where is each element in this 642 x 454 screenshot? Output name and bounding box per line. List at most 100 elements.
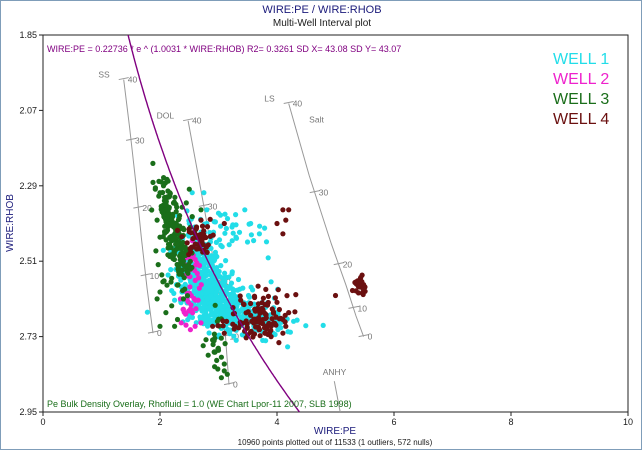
data-point <box>303 323 309 329</box>
data-point <box>163 222 169 229</box>
chart-subtitle: Multi-Well Interval plot <box>273 18 371 29</box>
lithology-line-ls <box>288 103 365 337</box>
lithology-label-dol: DOL <box>157 111 175 121</box>
data-point <box>263 239 270 245</box>
data-point <box>360 286 366 292</box>
data-point <box>352 279 358 286</box>
data-point <box>207 233 213 239</box>
data-point <box>221 220 227 227</box>
data-point <box>174 227 181 233</box>
data-point <box>332 292 339 299</box>
data-point <box>280 330 286 336</box>
data-point <box>201 260 207 267</box>
data-point <box>248 220 254 227</box>
data-point <box>204 289 210 295</box>
data-point <box>221 361 227 367</box>
legend-entry-well-1: WELL 1 <box>553 51 609 68</box>
data-point <box>263 338 269 344</box>
data-point <box>213 289 220 295</box>
data-point <box>157 323 163 329</box>
data-point <box>204 296 210 302</box>
data-point <box>178 320 184 326</box>
data-point <box>224 371 230 377</box>
data-point <box>174 316 181 323</box>
data-point <box>223 225 229 232</box>
data-point <box>149 207 155 213</box>
data-point <box>203 337 209 343</box>
data-point <box>223 274 229 280</box>
data-point <box>198 320 204 326</box>
data-point <box>261 310 268 316</box>
data-point <box>200 298 206 304</box>
data-point <box>215 347 222 353</box>
data-point <box>275 287 281 293</box>
x-tick-label: 4 <box>274 417 279 427</box>
data-point <box>196 246 202 252</box>
data-point <box>224 318 230 324</box>
data-point <box>209 253 215 259</box>
data-point <box>292 309 298 315</box>
data-point <box>156 193 162 199</box>
data-point <box>174 241 181 247</box>
data-point <box>170 252 176 258</box>
data-point <box>207 216 213 222</box>
data-point <box>291 318 297 324</box>
data-point <box>150 160 156 166</box>
data-point <box>230 287 236 293</box>
data-point <box>276 340 282 346</box>
data-point <box>218 354 224 360</box>
data-point <box>218 311 224 317</box>
data-point <box>201 304 207 310</box>
data-point <box>226 285 232 291</box>
data-point <box>169 303 175 309</box>
data-point <box>218 335 224 341</box>
data-point <box>216 268 222 275</box>
data-point <box>255 283 261 289</box>
data-point <box>187 284 193 290</box>
data-point <box>256 327 262 333</box>
data-point <box>180 225 186 231</box>
data-point <box>187 258 193 264</box>
lithology-line-ss <box>123 79 154 334</box>
data-point <box>162 216 168 222</box>
data-point <box>162 194 168 201</box>
data-point <box>204 207 210 213</box>
data-point <box>233 212 239 218</box>
data-point <box>190 236 196 242</box>
x-axis-label: WIRE:PE <box>314 426 357 437</box>
lithology-label-anhy: ANHY <box>323 367 347 377</box>
data-point <box>293 292 299 298</box>
data-point <box>215 323 221 329</box>
lithology-tick <box>358 334 369 338</box>
data-point <box>259 305 265 311</box>
data-point <box>163 229 170 235</box>
data-point <box>203 244 209 250</box>
data-point <box>196 301 202 307</box>
lithology-tick-label: 20 <box>142 203 152 213</box>
data-point <box>256 231 262 237</box>
legend-entry-well-2: WELL 2 <box>553 71 609 88</box>
data-point <box>204 224 211 230</box>
data-point <box>226 242 232 248</box>
data-point <box>212 302 218 308</box>
data-point <box>221 330 227 336</box>
y-tick-label: 2.73 <box>19 332 37 342</box>
data-point <box>240 285 246 291</box>
data-point <box>172 222 178 228</box>
data-point <box>185 299 191 305</box>
data-point <box>230 321 236 327</box>
lithology-tick-label: 30 <box>135 135 145 145</box>
data-point <box>286 310 292 316</box>
lithology-tick-label: 40 <box>293 99 303 109</box>
data-point <box>229 224 235 230</box>
data-point <box>222 303 228 309</box>
data-point <box>200 343 206 349</box>
data-point <box>218 242 224 248</box>
chart-title: WIRE:PE / WIRE:RHOB <box>262 4 381 16</box>
data-point <box>205 352 211 358</box>
data-point <box>196 262 203 269</box>
data-point <box>165 241 172 247</box>
data-point <box>244 321 250 327</box>
data-point <box>355 290 362 296</box>
